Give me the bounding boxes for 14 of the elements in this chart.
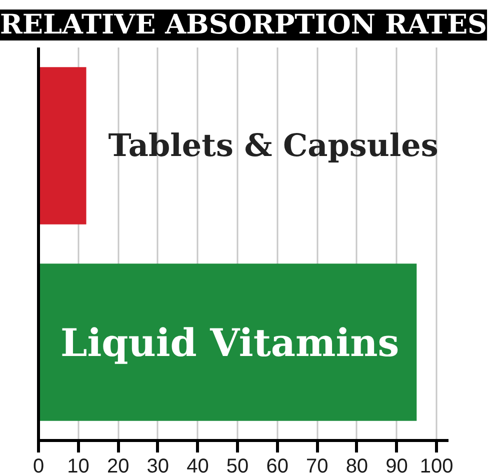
y-tick-label: Tablets & Capsules xyxy=(108,128,438,164)
x-tick-label: 50 xyxy=(226,456,249,475)
x-tick-label: 60 xyxy=(266,456,288,475)
y-tick-label: Liquid Vitamins xyxy=(60,320,400,365)
x-tick-label: 100 xyxy=(420,456,454,475)
x-tick-label: 30 xyxy=(146,456,170,475)
chart-title: RELATIVE ABSORPTION RATES xyxy=(0,10,488,40)
x-tick-label: 90 xyxy=(386,456,408,475)
x-tick-label: 20 xyxy=(106,456,130,475)
x-tick-label: 70 xyxy=(306,456,328,475)
x-tick-label: 40 xyxy=(186,456,209,475)
x-tick-label: 80 xyxy=(346,456,368,475)
x-tick-label: 10 xyxy=(67,456,90,475)
x-tick-label: 0 xyxy=(32,456,44,475)
